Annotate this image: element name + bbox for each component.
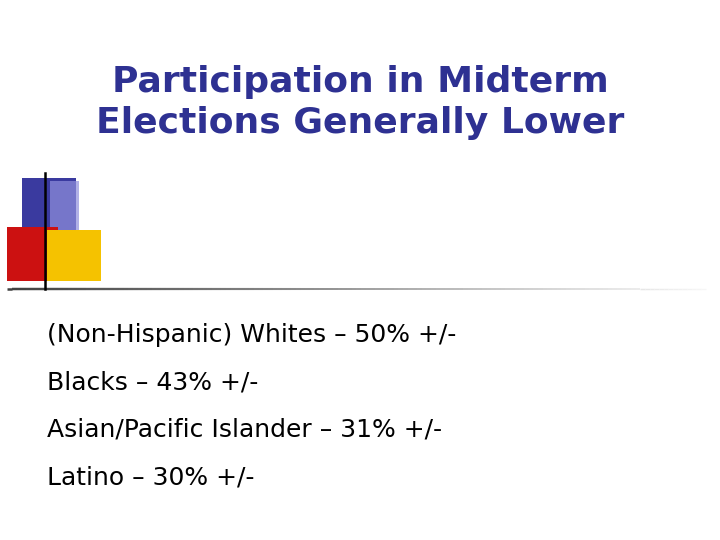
Text: (Non-Hispanic) Whites – 50% +/-: (Non-Hispanic) Whites – 50% +/- (47, 323, 456, 347)
Bar (47, 230, 101, 281)
Text: Participation in Midterm
Elections Generally Lower: Participation in Midterm Elections Gener… (96, 65, 624, 140)
Bar (7, 227, 58, 281)
Bar (50, 181, 79, 235)
Text: Latino – 30% +/-: Latino – 30% +/- (47, 465, 254, 489)
Bar (22, 178, 76, 232)
Text: Blacks – 43% +/-: Blacks – 43% +/- (47, 370, 258, 394)
Text: Asian/Pacific Islander – 31% +/-: Asian/Pacific Islander – 31% +/- (47, 418, 442, 442)
